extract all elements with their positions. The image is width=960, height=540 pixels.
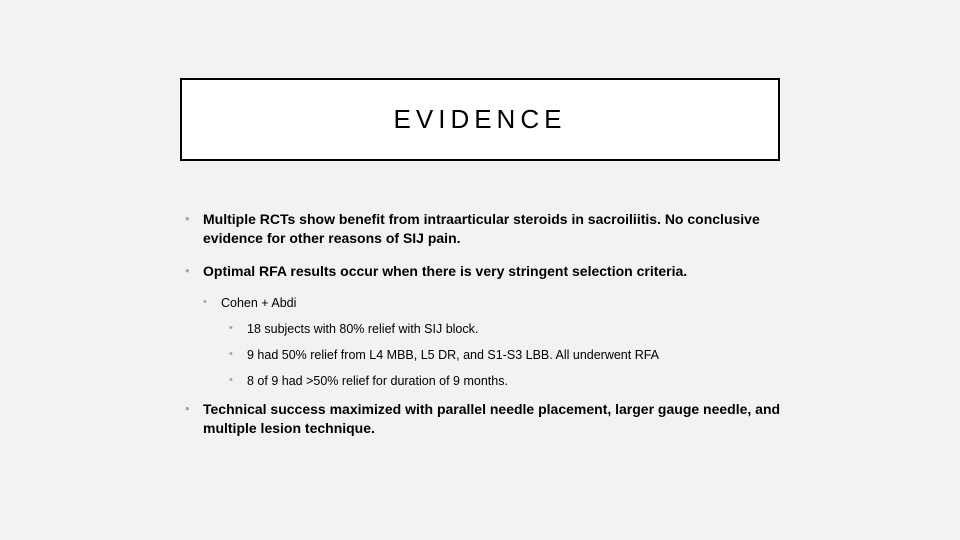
bullet-l3: 8 of 9 had >50% relief for duration of 9…: [229, 373, 795, 389]
bullet-l1: Technical success maximized with paralle…: [185, 400, 795, 438]
bullet-l3: 9 had 50% relief from L4 MBB, L5 DR, and…: [229, 347, 795, 363]
bullet-l2: Cohen + Abdi: [203, 295, 795, 311]
bullet-list: Multiple RCTs show benefit from intraart…: [185, 210, 795, 437]
bullet-l1: Multiple RCTs show benefit from intraart…: [185, 210, 795, 248]
title-box: EVIDENCE: [180, 78, 780, 161]
slide-content: Multiple RCTs show benefit from intraart…: [185, 210, 795, 451]
bullet-l3: 18 subjects with 80% relief with SIJ blo…: [229, 321, 795, 337]
bullet-l1: Optimal RFA results occur when there is …: [185, 262, 795, 281]
slide-title: EVIDENCE: [192, 104, 768, 135]
